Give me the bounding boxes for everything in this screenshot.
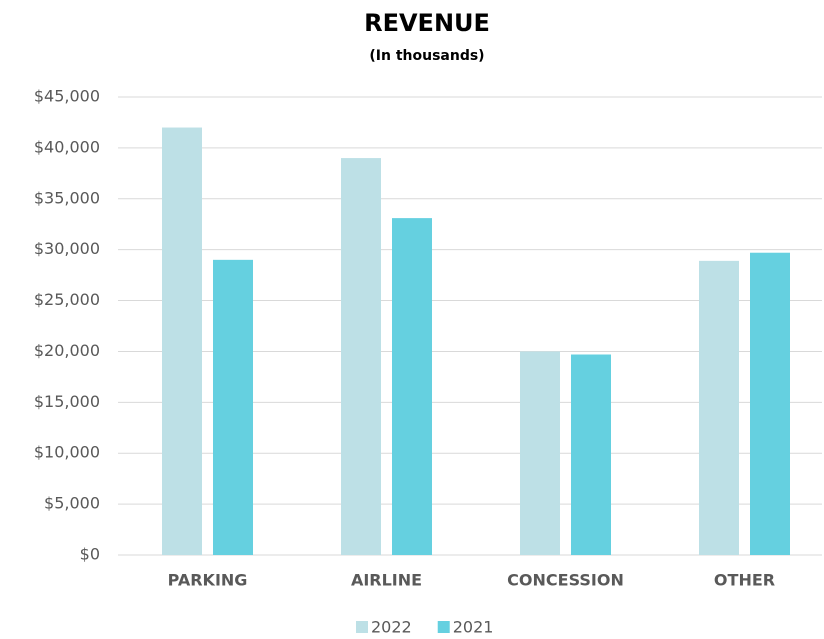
- y-tick-label: $5,000: [44, 494, 100, 513]
- x-tick-label: PARKING: [168, 571, 248, 590]
- x-tick-label: CONCESSION: [507, 571, 624, 590]
- x-tick-label: AIRLINE: [351, 571, 422, 590]
- y-tick-label: $10,000: [34, 443, 100, 462]
- x-tick-label: OTHER: [714, 571, 775, 590]
- bar: [571, 354, 611, 555]
- legend-swatch: [356, 621, 368, 633]
- y-tick-label: $20,000: [34, 341, 100, 360]
- y-tick-label: $45,000: [34, 87, 100, 106]
- y-tick-label: $30,000: [34, 239, 100, 258]
- y-tick-label: $35,000: [34, 188, 100, 207]
- bar: [699, 260, 739, 555]
- legend-label: 2022: [371, 618, 412, 637]
- bar: [341, 158, 381, 556]
- bar: [162, 127, 202, 556]
- bar: [520, 351, 560, 555]
- bar: [213, 259, 253, 555]
- chart-subtitle: (In thousands): [369, 48, 484, 64]
- legend-swatch: [437, 621, 450, 633]
- chart-title: REVENUE: [364, 9, 490, 37]
- y-tick-label: $15,000: [34, 392, 100, 411]
- bar: [750, 252, 790, 555]
- legend-label: 2021: [453, 618, 494, 637]
- y-tick-label: $40,000: [34, 137, 100, 156]
- y-tick-label: $0: [80, 545, 100, 564]
- y-tick-label: $25,000: [34, 290, 100, 309]
- bar: [392, 218, 432, 556]
